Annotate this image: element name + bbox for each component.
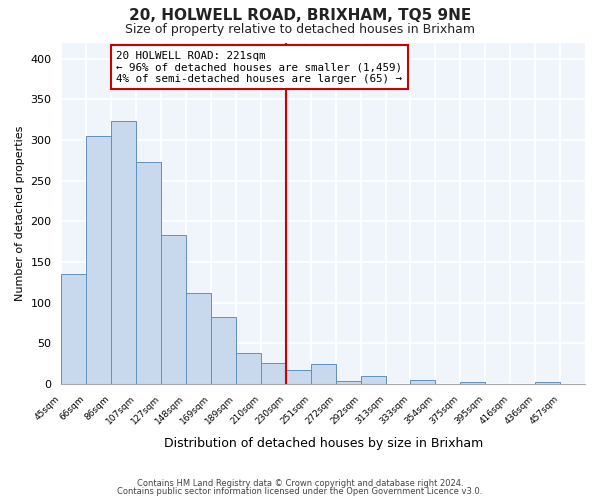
Text: 20 HOLWELL ROAD: 221sqm
← 96% of detached houses are smaller (1,459)
4% of semi-: 20 HOLWELL ROAD: 221sqm ← 96% of detache… xyxy=(116,50,402,84)
Bar xyxy=(261,363,286,384)
Bar xyxy=(161,235,186,384)
Bar xyxy=(361,376,386,384)
Bar xyxy=(211,316,236,384)
Bar xyxy=(236,353,261,384)
Bar xyxy=(335,381,361,384)
Bar xyxy=(311,364,335,384)
Bar xyxy=(111,122,136,384)
Text: Contains public sector information licensed under the Open Government Licence v3: Contains public sector information licen… xyxy=(118,487,482,496)
Y-axis label: Number of detached properties: Number of detached properties xyxy=(15,126,25,301)
Bar xyxy=(286,370,311,384)
Bar xyxy=(460,382,485,384)
Text: 20, HOLWELL ROAD, BRIXHAM, TQ5 9NE: 20, HOLWELL ROAD, BRIXHAM, TQ5 9NE xyxy=(129,8,471,22)
Bar xyxy=(136,162,161,384)
Bar xyxy=(86,136,111,384)
Text: Contains HM Land Registry data © Crown copyright and database right 2024.: Contains HM Land Registry data © Crown c… xyxy=(137,478,463,488)
Bar xyxy=(61,274,86,384)
Bar xyxy=(410,380,436,384)
X-axis label: Distribution of detached houses by size in Brixham: Distribution of detached houses by size … xyxy=(164,437,483,450)
Text: Size of property relative to detached houses in Brixham: Size of property relative to detached ho… xyxy=(125,22,475,36)
Bar xyxy=(186,293,211,384)
Bar xyxy=(535,382,560,384)
